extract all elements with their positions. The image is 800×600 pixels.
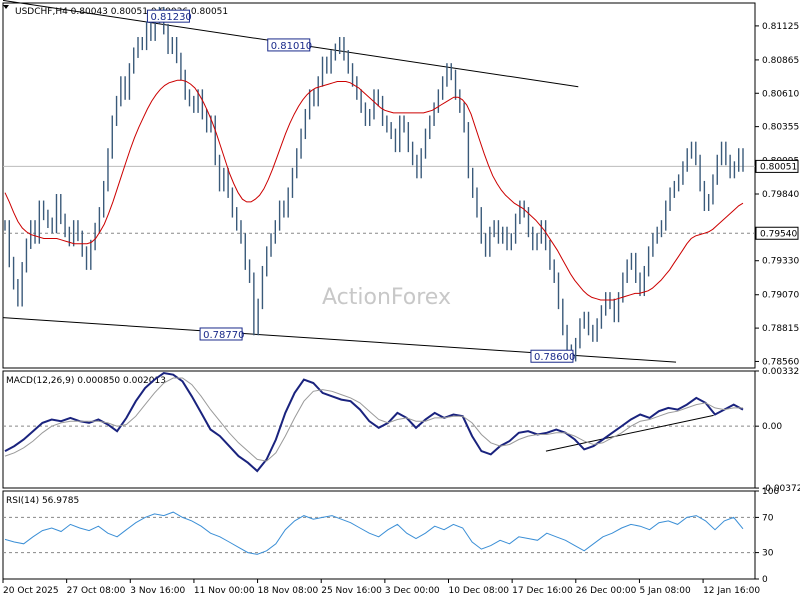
price-marker-box [755, 159, 799, 173]
watermark: ActionForex [322, 285, 451, 310]
price-header: USDCHF,H4 0.80043 0.80051 0.80036 0.8005… [15, 7, 228, 17]
price-annotation-label: 0.81230 [150, 12, 191, 23]
price-annotations: 0.81230 0.81010 0.78770 0.78600 [146, 9, 575, 363]
macd-ytick-label: 0.003321 [762, 367, 800, 377]
level-marker-box [755, 226, 799, 240]
x-tick-label: 5 Jan 08:00 [639, 586, 691, 596]
rsi-series [4, 511, 744, 555]
x-tick-label: 27 Oct 08:00 [67, 586, 126, 596]
price-series [4, 6, 744, 362]
macd-trendlines [545, 414, 714, 452]
x-tick-label: 18 Nov 08:00 [258, 586, 319, 596]
price-annotation-box [199, 327, 243, 341]
x-tick-label: 20 Oct 2025 [3, 586, 59, 596]
price-panel-frame [2, 2, 756, 369]
moving-average-line [4, 79, 744, 301]
price-axis: 0.811250.808650.806100.803550.800950.798… [755, 22, 799, 367]
rsi-ytick-label: 30 [762, 549, 774, 559]
rsi-ytick-label: 100 [762, 487, 779, 497]
macd-ytick-label: 0.00 [762, 422, 782, 432]
x-tick-label: 3 Nov 16:00 [130, 586, 185, 596]
x-tick-label: 25 Nov 16:00 [321, 586, 382, 596]
rsi-panel-frame [2, 490, 756, 580]
x-tick-label: 3 Dec 00:00 [385, 586, 440, 596]
price-annotation-box [146, 9, 190, 23]
x-tick-label: 11 Nov 00:00 [194, 586, 255, 596]
price-panel: USDCHF,H4 0.80043 0.80051 0.80036 0.8005… [2, 0, 799, 369]
price-annotation-label: 0.78770 [203, 330, 244, 341]
rsi-line [4, 511, 744, 555]
x-tick-label: 10 Dec 08:00 [449, 586, 510, 596]
price-marker-label: 0.80051 [760, 162, 797, 172]
price-ytick-label: 0.81125 [762, 22, 799, 32]
price-annotation-label: 0.78600 [534, 352, 575, 363]
macd-header: MACD(12,26,9) 0.000850 0.002013 [6, 376, 166, 386]
macd-axis: 0.003321 0.00 -0.003723 [755, 367, 800, 494]
macd-trendline [545, 414, 714, 452]
price-annotation-label: 0.81010 [271, 41, 312, 52]
macd-series [4, 371, 744, 473]
macd-panel: MACD(12,26,9) 0.000850 0.002013 0.003321… [2, 367, 800, 494]
price-ytick-label: 0.78815 [762, 324, 799, 334]
rsi-grid [3, 516, 755, 554]
x-tick-label: 12 Jan 16:00 [703, 586, 760, 596]
macd-panel-frame [2, 370, 756, 489]
price-grid [3, 165, 755, 234]
x-tick-label: 17 Dec 16:00 [512, 586, 573, 596]
price-ytick-label: 0.80865 [762, 56, 799, 66]
price-annotation-box [530, 349, 574, 363]
rsi-axis: 100 70 30 0 [755, 487, 779, 585]
level-marker-label: 0.79540 [760, 229, 797, 239]
price-annotation-box [267, 38, 311, 52]
menu-triangle-icon[interactable] [3, 5, 9, 9]
rsi-panel: RSI(14) 56.9785 100 70 30 0 [2, 487, 779, 585]
rsi-ytick-label: 0 [762, 575, 768, 585]
price-ytick-label: 0.79840 [762, 190, 799, 200]
rsi-header: RSI(14) 56.9785 [6, 496, 79, 506]
price-ytick-label: 0.78560 [762, 357, 799, 367]
macd-line [4, 371, 744, 473]
price-ytick-label: 0.80355 [762, 123, 799, 133]
price-ytick-label: 0.79070 [762, 291, 799, 301]
signal-line [4, 377, 743, 462]
x-axis: 20 Oct 2025 27 Oct 08:00 3 Nov 16:00 11 Nov… [2, 579, 760, 596]
price-ytick-label: 0.80610 [762, 89, 799, 99]
x-tick-label: 26 Dec 00:00 [576, 586, 637, 596]
macd-ytick-label: -0.003723 [762, 484, 800, 494]
rsi-ytick-label: 70 [762, 513, 774, 523]
price-ytick-label: 0.79330 [762, 257, 799, 267]
